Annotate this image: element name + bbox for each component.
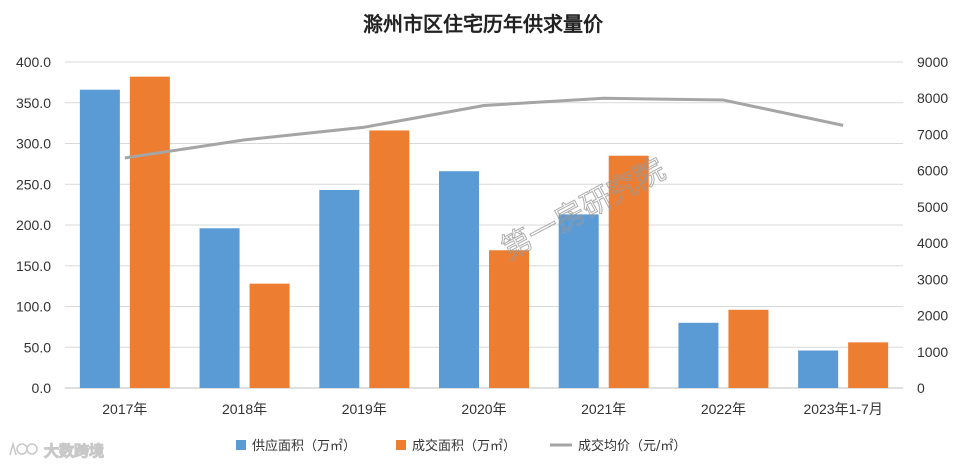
x-tick-label: 2020年 xyxy=(461,401,506,417)
deal-bar xyxy=(489,250,529,388)
left-tick-label: 250.0 xyxy=(16,176,51,192)
deal-bar xyxy=(369,130,410,388)
logo-icon xyxy=(9,441,38,456)
logo: 大数跨境 xyxy=(9,441,105,461)
right-tick-label: 3000 xyxy=(917,271,948,287)
deal-bar xyxy=(848,342,889,388)
bars xyxy=(79,76,889,389)
x-tick-label: 2022年 xyxy=(701,401,746,417)
right-tick-label: 4000 xyxy=(917,235,948,251)
legend: 供应面积（万㎡） 成交面积（万㎡） 成交均价（元/㎡） xyxy=(236,438,686,454)
price-line-path xyxy=(124,96,844,160)
deal-bar xyxy=(129,76,170,389)
deal-bar xyxy=(728,309,769,388)
legend-label: 成交均价（元/㎡） xyxy=(578,438,686,454)
legend-swatch xyxy=(396,440,406,450)
legend-label: 供应面积（万㎡） xyxy=(252,438,356,454)
right-tick-label: 2000 xyxy=(917,308,948,324)
x-tick-label: 2021年 xyxy=(581,401,626,417)
legend-swatch xyxy=(236,440,246,450)
left-tick-label: 300.0 xyxy=(16,136,51,152)
right-tick-label: 0 xyxy=(917,380,925,396)
chart-title: 滁州市区住宅历年供求量价 xyxy=(363,12,604,36)
right-tick-label: 6000 xyxy=(917,163,948,179)
supply-bar xyxy=(439,171,479,388)
right-tick-label: 1000 xyxy=(917,344,948,360)
x-axis: 2017年 2018年 2019年 2020年 2021年 2022年 2023年1-7月 xyxy=(102,401,883,417)
x-tick-label: 2019年 xyxy=(342,401,387,417)
supply-bar xyxy=(79,89,120,389)
legend-label: 成交面积（万㎡） xyxy=(412,438,516,454)
supply-bar xyxy=(319,189,360,388)
left-tick-label: 400.0 xyxy=(16,54,51,70)
supply-bar xyxy=(798,350,839,388)
x-tick-label: 2023年1-7月 xyxy=(803,401,882,417)
right-axis-ticks: 0 1000 2000 3000 4000 5000 6000 7000 8000 9000 xyxy=(917,54,948,396)
supply-bar xyxy=(199,228,240,388)
deal-bar xyxy=(249,283,290,388)
left-tick-label: 0.0 xyxy=(32,380,52,396)
right-tick-label: 7000 xyxy=(917,126,948,142)
left-tick-label: 350.0 xyxy=(16,95,51,111)
deal-bar xyxy=(608,155,649,388)
supply-bar xyxy=(558,214,599,388)
x-tick-label: 2017年 xyxy=(102,401,147,417)
left-tick-label: 50.0 xyxy=(24,339,51,355)
supply-bar xyxy=(678,322,719,388)
right-tick-label: 8000 xyxy=(917,90,948,106)
logo-text: 大数跨境 xyxy=(44,442,104,460)
left-tick-label: 100.0 xyxy=(16,299,51,315)
left-tick-label: 150.0 xyxy=(16,258,51,274)
price-line xyxy=(124,96,844,160)
right-tick-label: 9000 xyxy=(917,54,948,70)
left-tick-label: 200.0 xyxy=(16,217,51,233)
right-tick-label: 5000 xyxy=(917,199,948,215)
x-tick-label: 2018年 xyxy=(222,401,267,417)
left-axis-ticks: 0.0 50.0 100.0 150.0 200.0 250.0 300.0 350.0 400… xyxy=(16,54,51,396)
